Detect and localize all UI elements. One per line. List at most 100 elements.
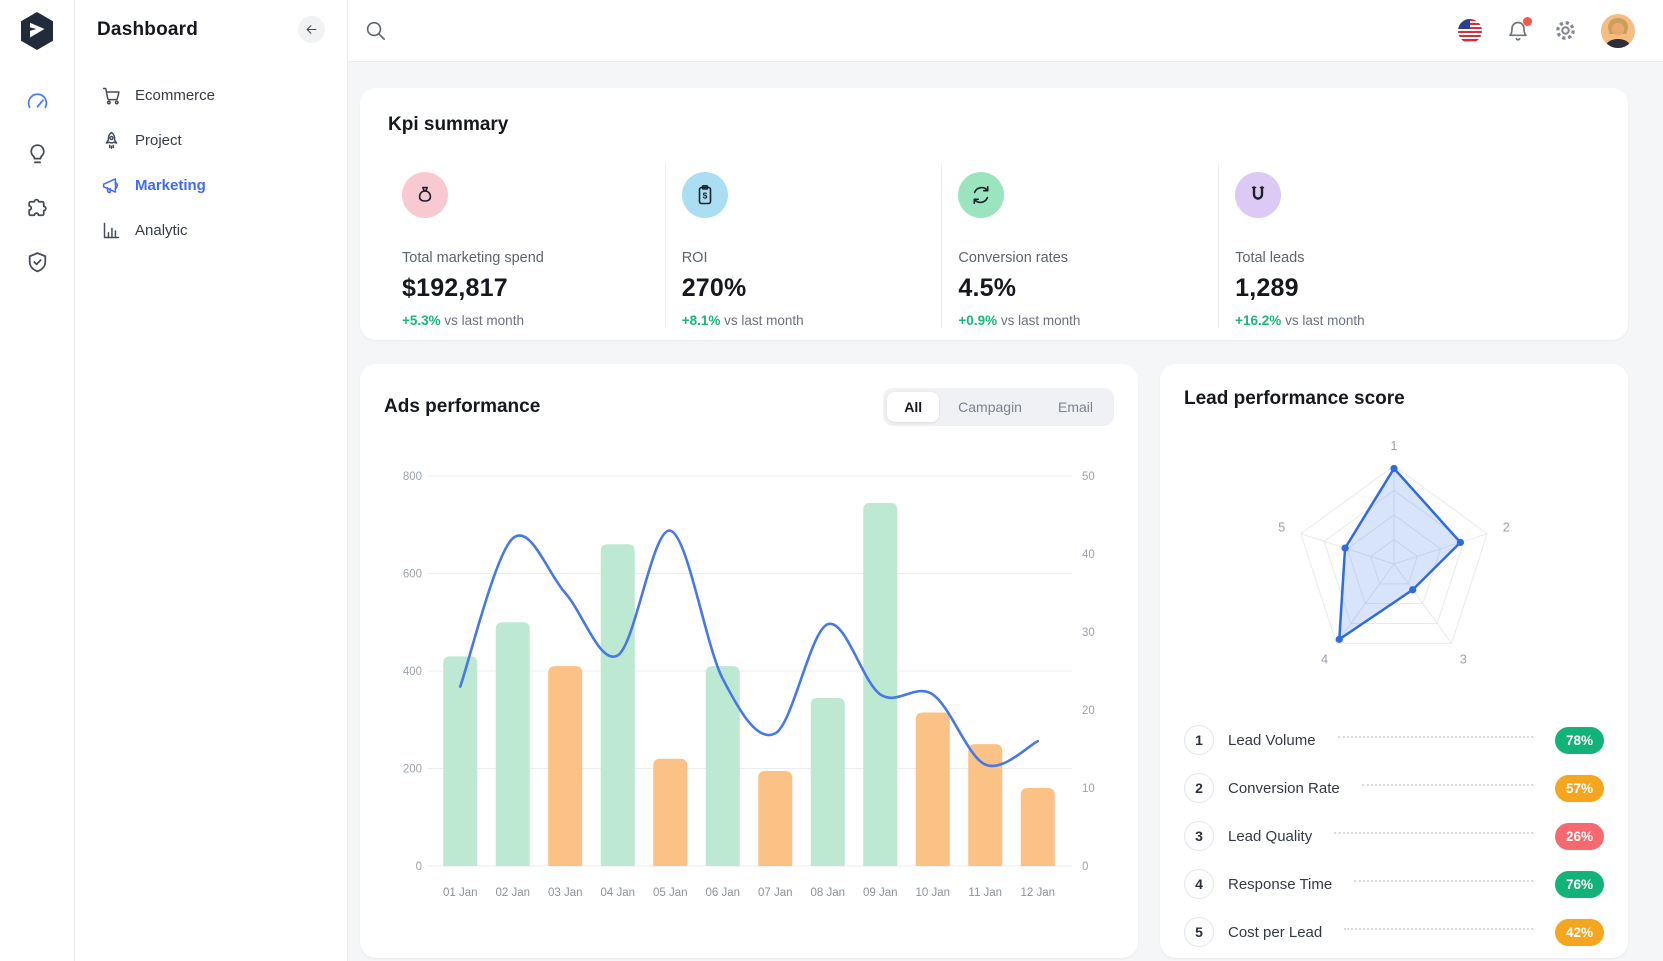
score-badge: 76% bbox=[1554, 870, 1604, 898]
sidebar-item-label: Ecommerce bbox=[135, 87, 216, 104]
svg-text:07 Jan: 07 Jan bbox=[758, 887, 793, 899]
kpi-summary-card: Kpi summary Total marketing spend $192,8… bbox=[360, 88, 1628, 340]
kpi-label: Total marketing spend bbox=[402, 250, 544, 266]
svg-text:4: 4 bbox=[1321, 652, 1328, 666]
dotted-leader bbox=[1354, 880, 1533, 882]
svg-text:3: 3 bbox=[1460, 652, 1467, 666]
ads-filter-tabs: All Campagin Email bbox=[883, 388, 1114, 426]
svg-text:20: 20 bbox=[1082, 705, 1095, 717]
lead-legend: 1 Lead Volume 78% 2 Conversion Rate 57% … bbox=[1184, 716, 1604, 956]
kpi-delta: +8.1% vs last month bbox=[681, 313, 804, 328]
svg-text:800: 800 bbox=[403, 471, 422, 483]
puzzle-icon bbox=[27, 198, 47, 216]
main-area: Kpi summary Total marketing spend $192,8… bbox=[348, 0, 1663, 961]
svg-text:01 Jan: 01 Jan bbox=[443, 887, 478, 899]
tab-email[interactable]: Email bbox=[1057, 399, 1093, 415]
legend-row-cost-per-lead: 5 Cost per Lead 42% bbox=[1184, 908, 1604, 956]
svg-text:10: 10 bbox=[1082, 783, 1095, 795]
svg-text:10 Jan: 10 Jan bbox=[915, 887, 950, 899]
legend-row-response-time: 4 Response Time 76% bbox=[1184, 860, 1604, 908]
svg-text:200: 200 bbox=[403, 764, 422, 776]
sidebar-item-ecommerce[interactable]: Ecommerce bbox=[97, 73, 325, 118]
svg-text:5: 5 bbox=[1278, 521, 1285, 535]
rail-item-plugins[interactable] bbox=[17, 187, 57, 229]
score-badge: 57% bbox=[1554, 774, 1604, 802]
dotted-leader bbox=[1361, 784, 1533, 786]
svg-text:02 Jan: 02 Jan bbox=[495, 887, 530, 899]
notification-dot bbox=[1523, 16, 1532, 26]
legend-label: Conversion Rate bbox=[1228, 779, 1340, 797]
sidebar-item-project[interactable]: Project bbox=[97, 118, 325, 163]
svg-text:40: 40 bbox=[1082, 549, 1095, 561]
svg-text:$: $ bbox=[702, 191, 707, 201]
sidebar-item-analytic[interactable]: Analytic bbox=[97, 208, 325, 253]
kpi-summary-title: Kpi summary bbox=[388, 114, 509, 135]
sidebar-collapse-button[interactable] bbox=[298, 16, 325, 43]
us-flag-icon bbox=[1458, 18, 1482, 43]
legend-number: 1 bbox=[1184, 725, 1214, 755]
svg-text:06 Jan: 06 Jan bbox=[705, 887, 740, 899]
sidebar-item-label: Project bbox=[135, 132, 182, 149]
svg-text:30: 30 bbox=[1082, 627, 1095, 639]
lightbulb-icon bbox=[29, 143, 45, 163]
score-badge: 26% bbox=[1554, 822, 1604, 850]
language-flag-button[interactable] bbox=[1457, 18, 1483, 44]
gear-icon bbox=[1556, 21, 1575, 40]
sidebar-item-marketing[interactable]: Marketing bbox=[97, 163, 325, 208]
svg-text:0: 0 bbox=[416, 861, 422, 873]
kpi-label: ROI bbox=[681, 250, 708, 266]
legend-label: Lead Volume bbox=[1228, 731, 1316, 749]
bell-icon bbox=[1509, 21, 1527, 41]
sync-arrows-icon bbox=[958, 172, 1005, 218]
sidebar-title: Dashboard bbox=[97, 18, 199, 40]
legend-label: Lead Quality bbox=[1228, 827, 1313, 845]
magnet-icon bbox=[1235, 172, 1282, 218]
kpi-delta: +5.3% vs last month bbox=[402, 313, 524, 328]
settings-button[interactable] bbox=[1553, 18, 1578, 43]
kpi-roi: $ ROI 270% +8.1% vs last month bbox=[664, 164, 942, 328]
lead-radar-chart: 1 2 3 4 5 bbox=[1184, 412, 1604, 712]
dashboard-gauge-icon bbox=[27, 92, 47, 108]
lead-performance-title: Lead performance score bbox=[1184, 388, 1405, 409]
rocket-icon bbox=[105, 131, 118, 150]
content: Kpi summary Total marketing spend $192,8… bbox=[348, 62, 1663, 961]
tab-campagin[interactable]: Campagin bbox=[958, 399, 1022, 415]
avatar[interactable] bbox=[1601, 13, 1635, 48]
svg-text:2: 2 bbox=[1503, 521, 1510, 535]
dotted-leader bbox=[1334, 832, 1533, 834]
kpi-total-leads: Total leads 1,289 +16.2% vs last month bbox=[1218, 164, 1600, 328]
legend-number: 5 bbox=[1184, 917, 1214, 947]
notifications-button[interactable] bbox=[1506, 16, 1532, 43]
rail-item-dashboard[interactable] bbox=[17, 79, 57, 121]
search-button[interactable] bbox=[364, 19, 387, 42]
clipboard-dollar-icon: $ bbox=[681, 172, 728, 218]
app-logo[interactable] bbox=[15, 9, 59, 53]
svg-text:03 Jan: 03 Jan bbox=[548, 887, 583, 899]
rail-item-security[interactable] bbox=[17, 241, 57, 283]
sidebar-item-label: Marketing bbox=[135, 177, 206, 194]
megaphone-icon bbox=[102, 178, 118, 194]
dotted-leader bbox=[1344, 928, 1533, 930]
bar-chart-icon bbox=[103, 222, 120, 239]
tab-all[interactable]: All bbox=[887, 392, 940, 422]
ads-performance-card: Ads performance All Campagin Email 0 200 4… bbox=[360, 364, 1138, 958]
lead-performance-card: Lead performance score 1 2 3 4 5 1 Lead Volu… bbox=[1160, 364, 1628, 958]
rail-item-ideas[interactable] bbox=[17, 133, 57, 175]
svg-text:400: 400 bbox=[403, 666, 422, 678]
svg-text:05 Jan: 05 Jan bbox=[653, 887, 688, 899]
score-badge: 42% bbox=[1554, 918, 1604, 946]
kpi-conversion-rates: Conversion rates 4.5% +0.9% vs last mont… bbox=[941, 164, 1218, 328]
svg-text:0: 0 bbox=[1082, 861, 1088, 873]
icon-rail bbox=[0, 0, 75, 961]
kpi-value: $192,817 bbox=[402, 274, 508, 302]
legend-number: 3 bbox=[1184, 821, 1214, 851]
score-badge: 78% bbox=[1554, 726, 1604, 754]
kpi-label: Conversion rates bbox=[958, 250, 1069, 266]
legend-row-lead-volume: 1 Lead Volume 78% bbox=[1184, 716, 1604, 764]
sidebar: Dashboard Ecommerce Project Marketing An… bbox=[75, 0, 348, 961]
cart-icon bbox=[102, 87, 120, 105]
kpi-delta: +0.9% vs last month bbox=[958, 313, 1081, 328]
svg-text:50: 50 bbox=[1082, 471, 1095, 483]
legend-row-conversion-rate: 2 Conversion Rate 57% bbox=[1184, 764, 1604, 812]
svg-text:04 Jan: 04 Jan bbox=[600, 887, 635, 899]
